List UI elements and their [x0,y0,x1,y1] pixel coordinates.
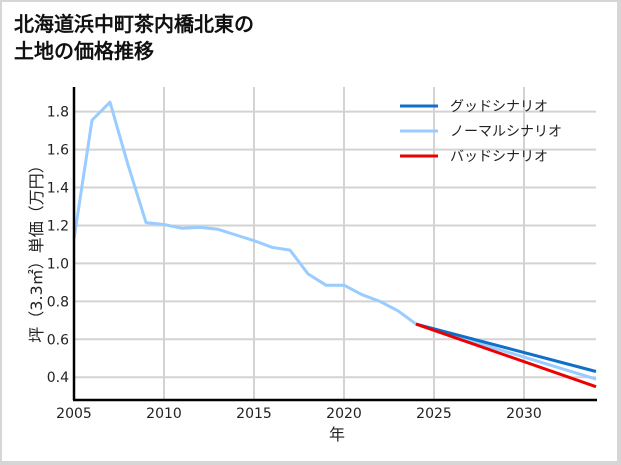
y-axis-title: 坪（3.3㎡）単価（万円） [27,157,46,342]
legend-label: グッドシナリオ [450,99,548,115]
gridlines [74,87,596,400]
y-tick-label: 1.0 [47,256,69,272]
x-tick-label: 2005 [56,406,92,422]
series-line [415,322,597,389]
x-axis-title: 年 [329,425,345,444]
legend-label: バッドシナリオ [450,149,548,165]
chart-card: 北海道浜中町茶内橋北東の 土地の価格推移 [2,2,617,461]
y-tick-label: 0.8 [47,294,69,310]
y-tick-label: 0.6 [47,332,69,348]
y-tick-label: 1.8 [47,105,69,121]
legend-label: ノーマルシナリオ [450,124,562,140]
x-tick-labels: 2005 2010 2015 2020 2025 2030 [56,406,542,422]
series-line [415,322,597,373]
data-series [72,100,597,389]
y-tick-label: 0.4 [47,370,69,386]
x-tick-label: 2010 [146,406,182,422]
chart-title: 北海道浜中町茶内橋北東の 土地の価格推移 [14,11,254,65]
axes [72,87,597,402]
chart-title-line-2: 土地の価格推移 [14,39,154,63]
x-tick-label: 2030 [506,406,542,422]
y-tick-label: 1.6 [47,143,69,159]
y-tick-labels: 0.4 0.6 0.8 1.0 1.2 1.4 1.6 1.8 [47,105,69,387]
series-line [72,100,597,381]
x-tick-label: 2025 [416,406,452,422]
x-tick-label: 2015 [236,406,272,422]
chart-title-line-1: 北海道浜中町茶内橋北東の [14,12,254,36]
y-tick-label: 1.2 [47,218,69,234]
y-tick-label: 1.4 [47,181,69,197]
x-tick-label: 2020 [326,406,362,422]
